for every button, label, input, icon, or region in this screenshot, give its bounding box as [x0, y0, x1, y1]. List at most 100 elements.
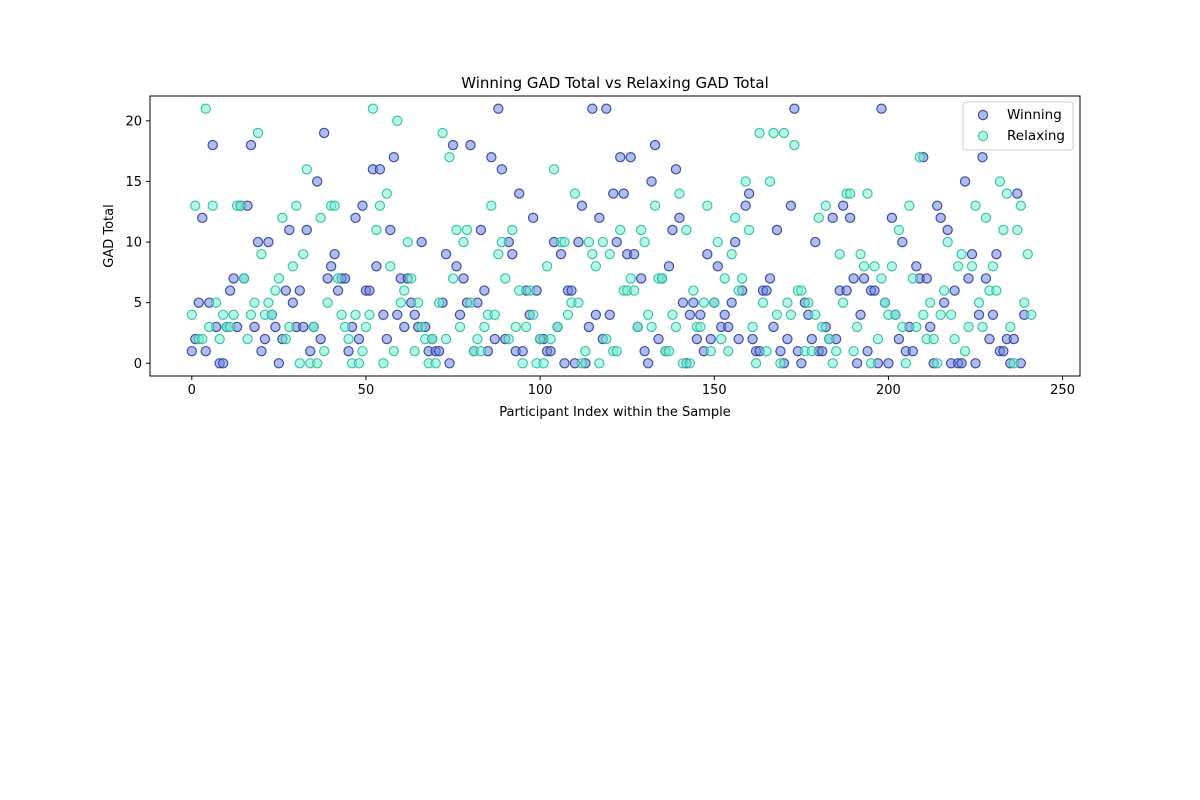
data-point-relaxing	[493, 248, 504, 260]
data-point-winning	[663, 261, 675, 272]
data-point-winning	[740, 200, 751, 211]
data-point-winning	[646, 176, 657, 187]
data-point-winning	[628, 248, 640, 260]
x-tick-label: 200	[876, 383, 901, 398]
data-point-relaxing	[712, 236, 723, 248]
data-point-winning	[583, 321, 595, 333]
data-point-relaxing	[486, 200, 497, 211]
data-point-relaxing	[507, 224, 518, 236]
data-point-relaxing	[858, 261, 870, 272]
data-point-relaxing	[315, 212, 326, 224]
data-point-relaxing	[803, 297, 814, 308]
data-point-relaxing	[716, 333, 727, 345]
data-point-winning	[608, 188, 619, 199]
data-point-relaxing	[729, 212, 741, 224]
data-point-winning	[228, 273, 239, 284]
data-point-winning	[245, 139, 257, 151]
data-point-relaxing	[336, 309, 347, 320]
data-point-relaxing	[879, 297, 891, 308]
data-point-winning	[270, 321, 281, 333]
data-point-winning	[458, 273, 469, 284]
data-point-winning	[263, 236, 274, 248]
data-point-winning	[855, 309, 866, 320]
data-point-relaxing	[911, 321, 922, 333]
data-point-relaxing	[789, 139, 800, 151]
data-point-winning	[764, 273, 776, 284]
data-point-winning	[350, 212, 361, 224]
data-point-winning	[594, 212, 605, 224]
data-point-winning	[315, 333, 326, 345]
data-point-winning	[886, 212, 898, 224]
data-point-winning	[193, 297, 204, 308]
data-point-relaxing	[517, 358, 528, 369]
data-point-relaxing	[301, 164, 312, 175]
data-point-winning	[998, 345, 1009, 357]
data-point-relaxing	[695, 321, 706, 333]
data-point-relaxing	[681, 224, 692, 236]
data-point-winning	[810, 236, 821, 248]
data-point-relaxing	[768, 127, 779, 139]
data-point-relaxing	[733, 285, 744, 296]
data-point-winning	[837, 200, 849, 211]
data-point-winning	[615, 152, 626, 163]
data-point-winning	[332, 285, 344, 296]
data-point-relaxing	[524, 285, 535, 296]
data-point-relaxing	[465, 297, 476, 308]
legend-marker-winning	[977, 109, 989, 121]
data-point-relaxing	[277, 212, 288, 224]
data-point-winning	[844, 212, 856, 224]
data-point-relaxing	[611, 345, 622, 357]
data-point-winning	[956, 358, 967, 369]
data-point-relaxing	[207, 200, 218, 211]
data-point-relaxing	[1026, 309, 1037, 320]
data-point-relaxing	[973, 297, 985, 308]
data-point-winning	[938, 297, 950, 308]
data-point-relaxing	[862, 188, 873, 199]
data-point-relaxing	[747, 321, 758, 333]
data-point-winning	[931, 200, 943, 211]
data-point-relaxing	[402, 236, 413, 248]
data-point-relaxing	[837, 297, 849, 308]
data-point-relaxing	[573, 297, 584, 308]
data-point-relaxing	[350, 309, 361, 320]
data-point-relaxing	[263, 297, 274, 308]
data-point-relaxing	[876, 273, 887, 284]
data-point-winning	[444, 358, 455, 369]
data-point-winning	[925, 321, 936, 333]
data-point-relaxing	[287, 261, 299, 272]
data-point-winning	[789, 103, 800, 114]
data-point-winning	[729, 236, 741, 248]
data-point-relaxing	[785, 309, 797, 320]
data-point-relaxing	[294, 358, 305, 369]
data-point-winning	[893, 333, 905, 345]
data-point-winning	[587, 103, 598, 114]
data-point-relaxing	[639, 236, 650, 248]
data-point-winning	[977, 152, 988, 163]
data-point-relaxing	[200, 103, 211, 114]
data-point-relaxing	[642, 309, 654, 320]
data-point-relaxing	[824, 333, 835, 345]
data-point-winning	[649, 139, 661, 151]
data-point-winning	[747, 333, 758, 345]
data-point-relaxing	[357, 345, 368, 357]
data-point-winning	[705, 333, 716, 345]
data-point-winning	[796, 358, 807, 369]
data-point-winning	[440, 248, 452, 260]
data-point-winning	[252, 236, 264, 248]
data-point-relaxing	[900, 358, 912, 369]
data-point-relaxing	[604, 248, 615, 260]
data-point-relaxing	[538, 358, 549, 369]
data-point-winning	[691, 333, 703, 345]
data-point-relaxing	[252, 127, 264, 139]
data-point-relaxing	[416, 321, 427, 333]
data-point-relaxing	[601, 333, 612, 345]
data-point-winning	[987, 309, 999, 320]
data-point-relaxing	[217, 309, 229, 320]
y-tick-label: 10	[125, 236, 142, 251]
data-point-relaxing	[987, 261, 999, 272]
data-point-winning	[702, 248, 713, 260]
data-point-winning	[465, 139, 476, 151]
data-point-relaxing	[364, 309, 375, 320]
data-point-winning	[719, 309, 730, 320]
data-point-winning	[388, 152, 400, 163]
